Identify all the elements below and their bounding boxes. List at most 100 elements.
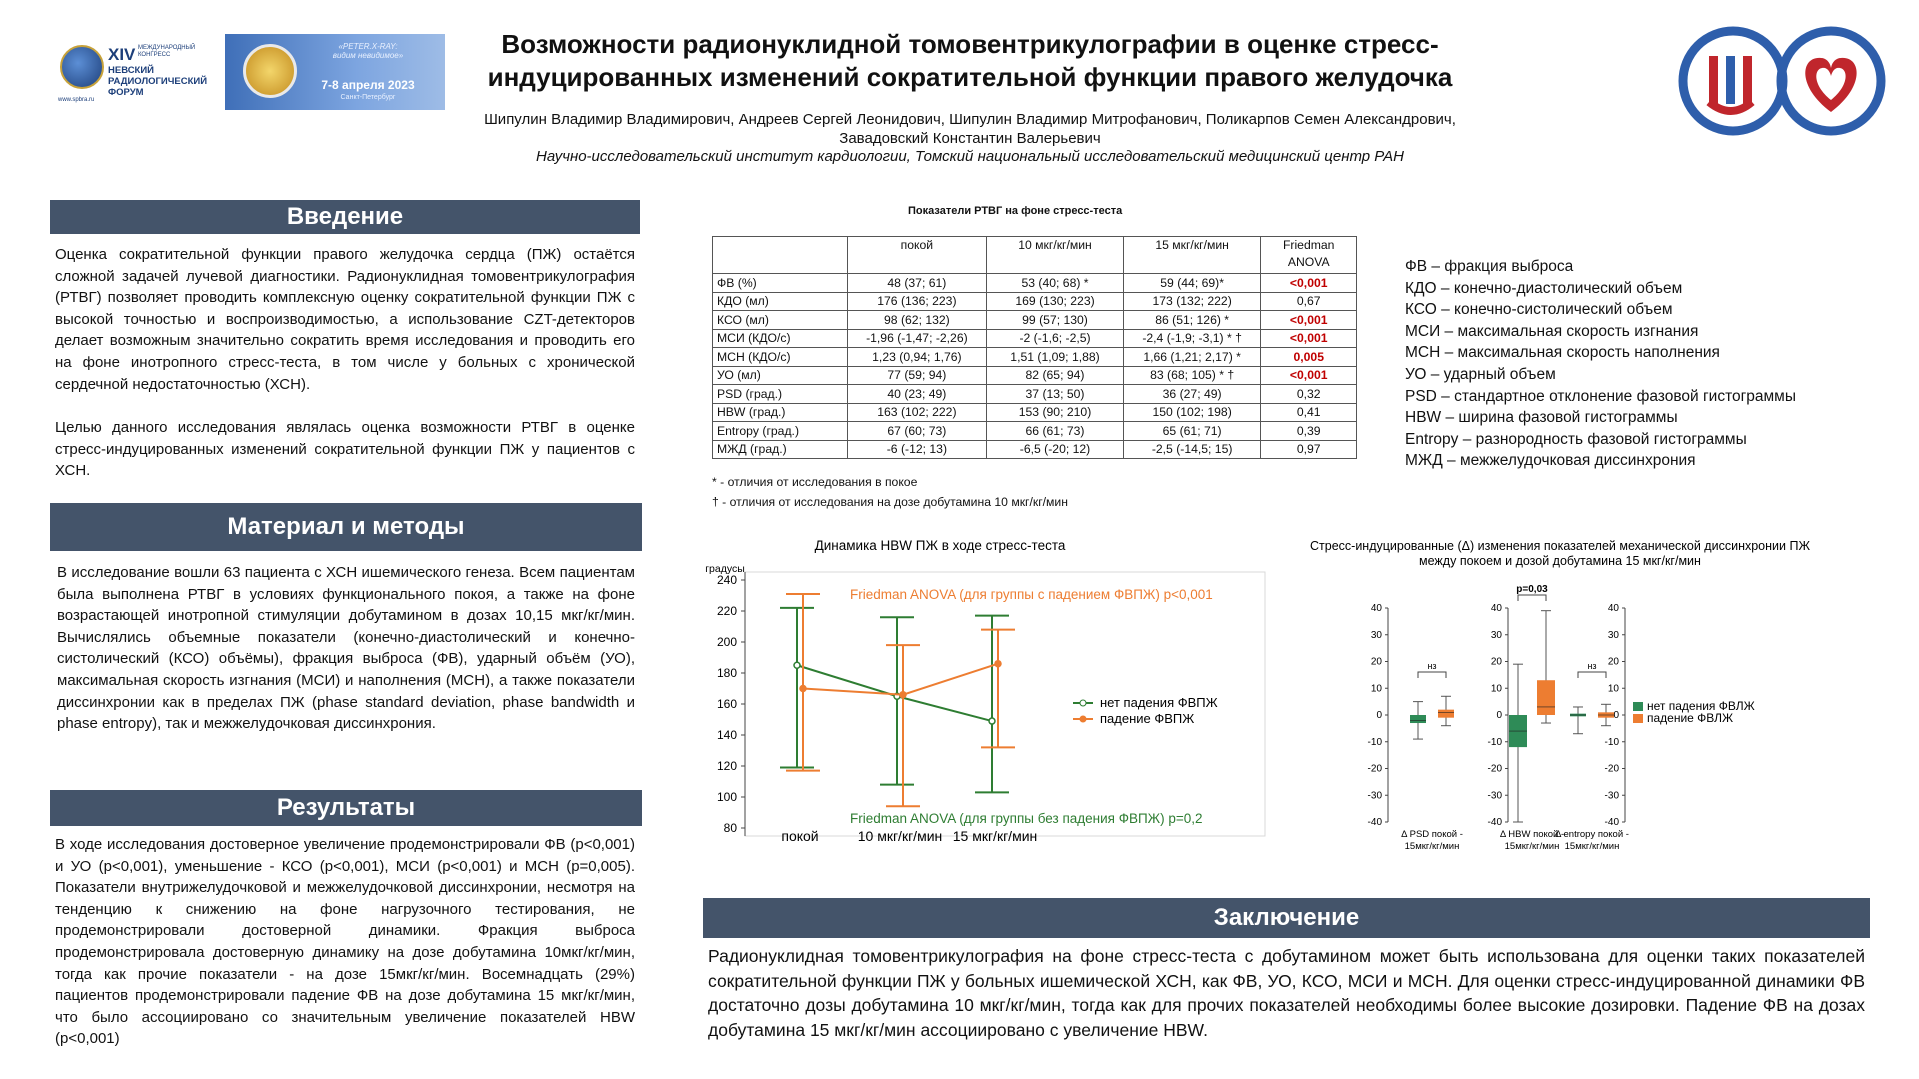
authors: Шипулин Владимир Владимирович, Андреев С… — [484, 111, 1456, 147]
intro-aim: Целью данного исследования являлась оцен… — [55, 419, 635, 480]
table-cell: 173 (132; 222) — [1122, 291, 1262, 311]
chart-title-line1: Стресс-индуцированные (Δ) изменения пока… — [1310, 539, 1810, 553]
table-cell: Entropy (град.) — [712, 421, 848, 441]
p-value-cell: 0,67 — [1260, 291, 1357, 311]
y-tick-label: 0 — [1376, 710, 1382, 721]
box — [1438, 709, 1454, 718]
x-tick-label: Δ PSD покой - — [1401, 829, 1463, 840]
legend-marker — [1079, 715, 1087, 723]
forum-logo: XIV МЕЖДУНАРОДНЫЙ КОНГРЕСС НЕВСКИЙ РАДИОЛ… — [52, 37, 222, 109]
y-tick-label: -30 — [1605, 790, 1620, 801]
y-tick-label: -40 — [1368, 817, 1383, 828]
table-cell: -2,4 (-1,9; -3,1) * † — [1122, 328, 1262, 348]
y-tick-label: -20 — [1488, 764, 1503, 775]
y-tick-label: 20 — [1491, 657, 1503, 668]
abbreviation-item: МСИ – максимальная скорость изгнания — [1405, 322, 1699, 340]
significance-bracket — [1577, 671, 1607, 678]
table-header-cell: 15 мкг/кг/мин — [1122, 236, 1262, 274]
table-cell: 176 (136; 223) — [846, 291, 988, 311]
methods-text: В исследование вошли 63 пациента с ХСН и… — [57, 564, 635, 733]
footnote-dose10: † - отличия от исследования на дозе добу… — [712, 495, 1068, 509]
abbreviation-item: КДО – конечно-диастолический объем — [1405, 279, 1683, 297]
table-cell: 1,66 (1,21; 2,17) * — [1122, 347, 1262, 367]
table-header-row: покой 10 мкг/кг/мин 15 мкг/кг/мин Friedm… — [712, 236, 1357, 274]
legend-label: нет падения ФВПЖ — [1100, 695, 1218, 710]
table-cell: 77 (59; 94) — [846, 365, 988, 385]
results-text: В ходе исследования достоверное увеличен… — [55, 836, 635, 1048]
table-cell: PSD (град.) — [712, 384, 848, 404]
y-tick-label: 240 — [717, 573, 737, 587]
abbreviation-item: МЖД – межжелудочковая диссинхрония — [1405, 452, 1696, 470]
significance-bracket — [1517, 594, 1547, 601]
box — [1410, 715, 1426, 724]
x-tick-label: покой — [781, 828, 818, 844]
table-cell: 82 (65; 94) — [986, 365, 1124, 385]
table-cell: -6,5 (-20; 12) — [986, 439, 1124, 459]
y-tick-label: -30 — [1488, 790, 1503, 801]
y-tick-label: 200 — [717, 635, 737, 649]
forum-roman: XIV — [108, 45, 136, 64]
table-caption: Показатели РТВГ на фоне стресс-теста — [908, 205, 1123, 217]
table-cell: 153 (90; 210) — [986, 402, 1124, 422]
table-cell: -2,5 (-14,5; 15) — [1122, 439, 1262, 459]
legend-swatch — [1633, 714, 1643, 723]
dyssynchrony-delta-chart: Стресс-индуцированные (Δ) изменения пока… — [1310, 539, 1810, 852]
y-tick-label: 220 — [717, 604, 737, 618]
abbreviation-item: HBW – ширина фазовой гистограммы — [1405, 409, 1678, 427]
abbreviation-item: УО – ударный объем — [1405, 365, 1556, 383]
y-tick-label: 120 — [717, 759, 737, 773]
data-point — [988, 717, 996, 725]
methods-heading: Материал и методы — [50, 503, 642, 551]
table-row: ФВ (%) 48 (37; 61) 53 (40; 68) * 59 (44; 69… — [712, 273, 1357, 293]
y-tick-label: 180 — [717, 666, 737, 680]
table-cell: 1,23 (0,94; 1,76) — [846, 347, 988, 367]
box — [1537, 680, 1555, 715]
significance-bracket — [1417, 671, 1447, 678]
x-tick-label: Δ HBW покой - — [1500, 829, 1564, 840]
peter-city: Санкт-Петербург — [340, 94, 396, 101]
table-cell: 163 (102; 222) — [846, 402, 988, 422]
peter-badge-icon — [243, 44, 297, 98]
table-row: HBW (град.) 163 (102; 222) 153 (90; 210) 15… — [712, 402, 1357, 422]
series-line — [802, 662, 999, 696]
intro-text: Оценка сократительной функции правого же… — [55, 246, 635, 393]
footnote-rest: * - отличия от исследования в покое — [712, 475, 918, 489]
forum-congress: МЕЖДУНАРОДНЫЙ КОНГРЕСС — [138, 45, 196, 58]
significance-label: p=0,03 — [1516, 584, 1548, 595]
table-cell: 37 (13; 50) — [986, 384, 1124, 404]
p-value-cell: 0,39 — [1260, 421, 1357, 441]
y-tick-label: 30 — [1491, 630, 1503, 641]
table-cell: МСИ (КДО/с) — [712, 328, 848, 348]
x-tick-label: Δ entropy покой - — [1555, 829, 1629, 840]
table-header-cell: покой — [846, 236, 988, 274]
annotation-nonsignificant: Friedman ANOVA (для группы без падения Ф… — [850, 811, 1203, 826]
x-tick-label: 15мкг/кг/мин — [1565, 841, 1620, 852]
forum-emblem — [60, 45, 104, 89]
p-value-cell: 0,41 — [1260, 402, 1357, 422]
intro-heading: Введение — [50, 200, 640, 234]
abbreviation-item: Entropy – разнородность фазовой гистогра… — [1405, 430, 1747, 448]
table-cell: 1,51 (1,09; 1,88) — [986, 347, 1124, 367]
institute-logo — [1678, 26, 1886, 136]
abbreviations-list: ФВ – фракция выброса КДО – конечно-диаст… — [1405, 256, 1796, 472]
y-tick-label: 140 — [717, 728, 737, 742]
y-tick-label: 160 — [717, 697, 737, 711]
y-tick-label: 80 — [724, 821, 738, 835]
table-cell: ФВ (%) — [712, 273, 848, 293]
y-tick-label: 10 — [1608, 683, 1620, 694]
y-tick-label: -10 — [1368, 737, 1383, 748]
table-cell: МСН (КДО/с) — [712, 347, 848, 367]
abbreviation-item: PSD – стандартное отклонение фазовой гис… — [1405, 387, 1796, 405]
y-tick-label: -40 — [1605, 817, 1620, 828]
legend-swatch — [1633, 702, 1643, 711]
x-tick-label: 15мкг/кг/мин — [1405, 841, 1460, 852]
p-value-cell: <0,001 — [1260, 273, 1357, 293]
table-cell: -1,96 (-1,47; -2,26) — [846, 328, 988, 348]
legend-marker — [1079, 699, 1087, 707]
y-tick-label: 30 — [1371, 630, 1383, 641]
y-tick-label: -20 — [1605, 764, 1620, 775]
p-value-cell: <0,001 — [1260, 328, 1357, 348]
table-cell: МЖД (град.) — [712, 439, 848, 459]
table-row: PSD (град.) 40 (23; 49) 37 (13; 50) 36 (27;… — [712, 384, 1357, 404]
legend-label: падение ФВПЖ — [1100, 711, 1194, 726]
